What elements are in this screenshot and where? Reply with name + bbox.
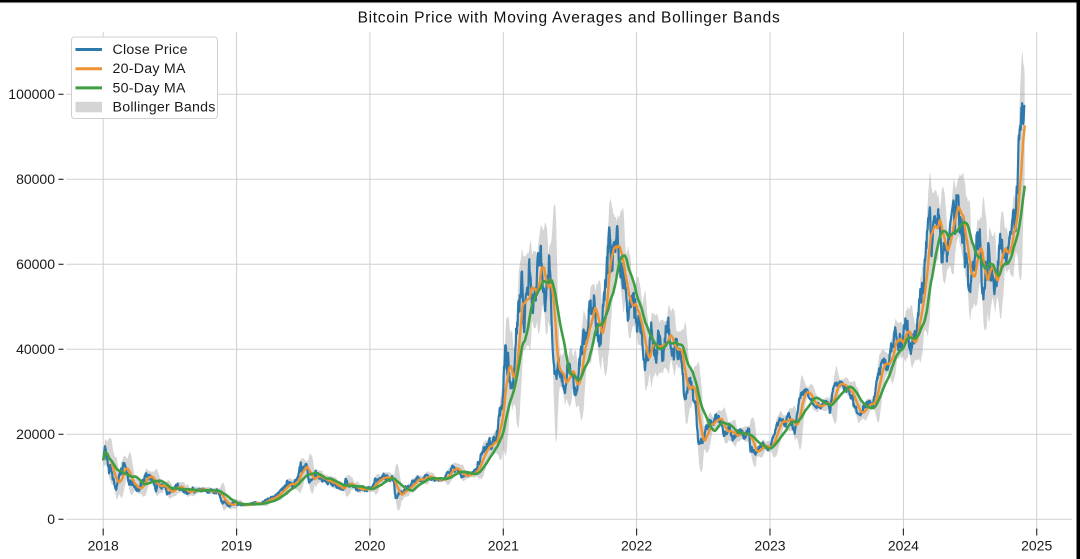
svg-text:2018: 2018 <box>88 538 119 554</box>
svg-text:60000: 60000 <box>16 256 55 272</box>
svg-text:50-Day MA: 50-Day MA <box>113 80 186 96</box>
svg-text:2020: 2020 <box>354 538 385 554</box>
svg-text:Close Price: Close Price <box>113 42 188 58</box>
svg-text:Bollinger Bands: Bollinger Bands <box>113 100 216 116</box>
svg-text:20000: 20000 <box>16 426 55 442</box>
svg-text:80000: 80000 <box>16 171 55 187</box>
svg-text:2019: 2019 <box>221 538 252 554</box>
svg-text:2024: 2024 <box>888 538 919 554</box>
svg-text:2025: 2025 <box>1021 538 1052 554</box>
svg-text:100000: 100000 <box>8 86 55 102</box>
svg-text:Bitcoin Price with Moving Aver: Bitcoin Price with Moving Averages and B… <box>358 10 781 27</box>
svg-text:2023: 2023 <box>754 538 785 554</box>
svg-text:2021: 2021 <box>488 538 519 554</box>
svg-text:0: 0 <box>47 511 55 527</box>
svg-text:2022: 2022 <box>621 538 652 554</box>
svg-text:40000: 40000 <box>16 341 55 357</box>
svg-text:20-Day MA: 20-Day MA <box>113 61 186 77</box>
